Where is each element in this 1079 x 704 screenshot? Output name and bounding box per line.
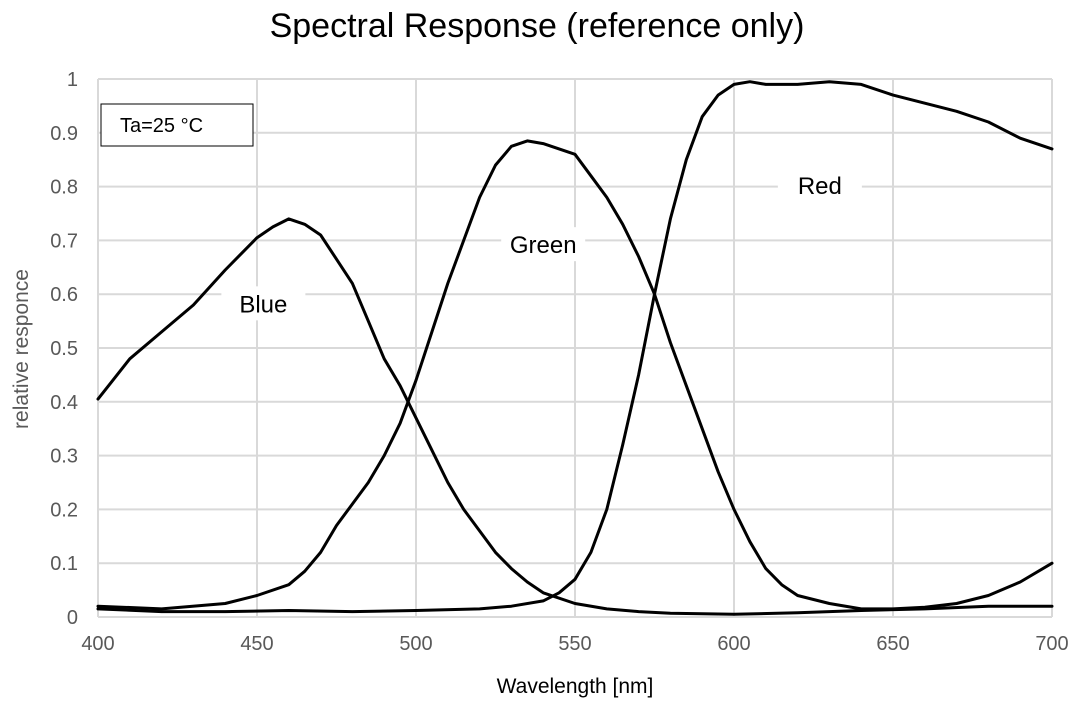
temperature-note-box <box>100 103 254 147</box>
series-lines <box>96 80 1054 616</box>
y-tick-label: 0.7 <box>50 230 78 252</box>
x-tick-label: 700 <box>1035 633 1068 655</box>
series-line-green <box>96 139 1054 611</box>
temperature-note-text: Ta=25 °C <box>120 115 203 137</box>
y-tick-label: 0.3 <box>50 446 78 468</box>
series-line-blue <box>96 217 1054 616</box>
series-label-red: Red <box>798 173 842 200</box>
y-axis-ticks: 0 0.1 0.2 0.3 0.4 0.5 0.6 0.7 0.8 0.9 1 <box>50 69 78 629</box>
x-axis-label: Wavelength [nm] <box>497 675 654 698</box>
series-label-bg-blue <box>221 286 306 321</box>
y-tick-label: 0.8 <box>50 177 78 199</box>
series-label-bg-green <box>501 227 586 262</box>
temperature-note: Ta=25 °C <box>100 103 254 147</box>
x-tick-label: 650 <box>876 633 909 655</box>
y-tick-label: 0.2 <box>50 499 78 521</box>
x-tick-label: 400 <box>81 633 114 655</box>
series-label-blue: Blue <box>239 291 287 318</box>
chart-title: Spectral Response (reference only) <box>270 7 805 45</box>
series-labels: Blue Green Red <box>221 167 862 321</box>
y-tick-label: 0.5 <box>50 338 78 360</box>
y-tick-label: 1 <box>67 69 78 91</box>
x-tick-label: 600 <box>717 633 750 655</box>
grid <box>97 78 1053 618</box>
y-axis-label: relative responce <box>10 269 33 429</box>
y-tick-label: 0.6 <box>50 284 78 306</box>
x-tick-label: 450 <box>240 633 273 655</box>
y-tick-label: 0.9 <box>50 123 78 145</box>
x-tick-label: 550 <box>558 633 591 655</box>
series-label-green: Green <box>510 232 577 259</box>
series-line-red <box>96 80 1054 614</box>
y-tick-label: 0.4 <box>50 392 78 414</box>
x-axis-ticks: 400 450 500 550 600 650 700 <box>81 633 1068 655</box>
series-label-bg-red <box>777 167 862 202</box>
y-tick-label: 0 <box>67 607 78 629</box>
x-tick-label: 500 <box>399 633 432 655</box>
y-tick-label: 0.1 <box>50 553 78 575</box>
